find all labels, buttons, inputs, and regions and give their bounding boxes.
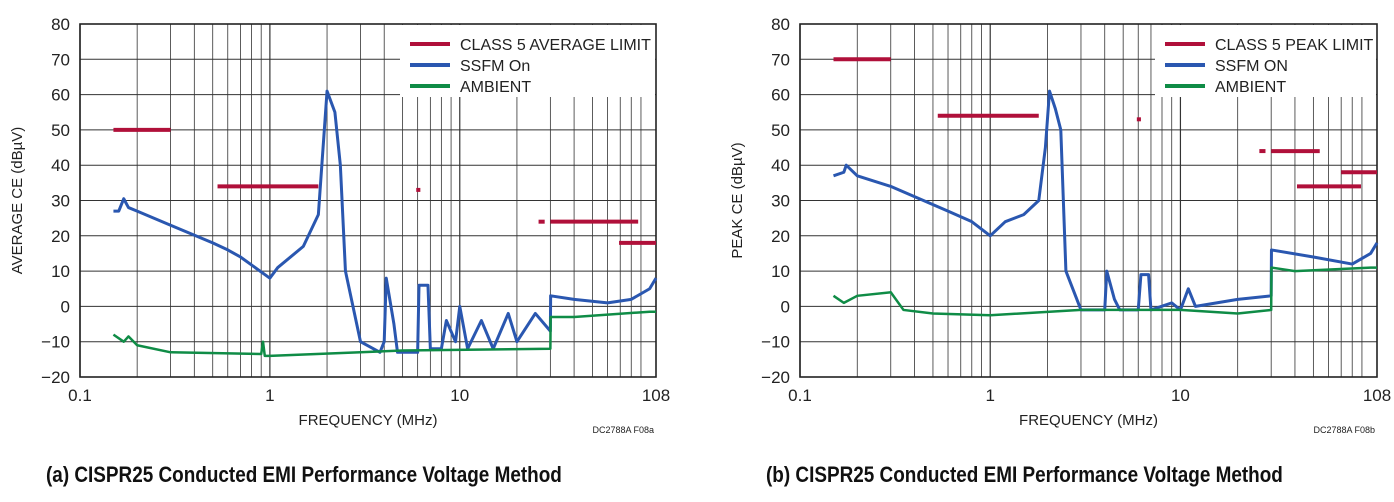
y-tick-label: 70 <box>51 50 70 69</box>
y-tick-label: 50 <box>51 121 70 140</box>
legend-label: SSFM ON <box>1215 58 1288 75</box>
ssfm-series-line <box>833 89 1379 312</box>
caption-b: (b) CISPR25 Conducted EMI Performance Vo… <box>766 462 1283 487</box>
y-tick-label: 0 <box>61 297 70 316</box>
y-tick-label: 20 <box>771 227 790 246</box>
plot-frame <box>79 23 657 378</box>
legend-label: AMBIENT <box>1215 79 1286 96</box>
y-tick-label: −10 <box>761 333 790 352</box>
y-tick-label: 80 <box>51 15 70 34</box>
x-tick-label: 1 <box>985 386 994 405</box>
y-tick-label: −10 <box>41 333 70 352</box>
x-tick-label: 0.1 <box>68 386 92 405</box>
y-tick-label: 10 <box>51 262 70 281</box>
y-axis-label: PEAK CE (dBµV) <box>729 142 746 258</box>
x-tick-label: 1 <box>265 386 274 405</box>
y-tick-label: 40 <box>51 156 70 175</box>
y-tick-label: 80 <box>771 15 790 34</box>
ambient-series-line <box>112 310 656 358</box>
plot-frame <box>799 23 1378 378</box>
y-tick-label: 70 <box>771 50 790 69</box>
figure-note: DC2788A F08b <box>1313 425 1375 435</box>
y-tick-label: 50 <box>771 121 790 140</box>
x-axis-label: FREQUENCY (MHz) <box>299 412 438 429</box>
ssfm-series-line <box>113 89 658 354</box>
x-tick-label: 108 <box>642 386 670 405</box>
y-tick-label: −20 <box>761 368 790 387</box>
figure-note: DC2788A F08a <box>592 425 654 435</box>
y-tick-label: −20 <box>41 368 70 387</box>
y-tick-label: 0 <box>781 297 790 316</box>
x-tick-label: 108 <box>1363 386 1391 405</box>
y-tick-label: 20 <box>51 227 70 246</box>
x-tick-label: 10 <box>1171 386 1190 405</box>
y-axis-label: AVERAGE CE (dBµV) <box>9 127 26 275</box>
caption-a: (a) CISPR25 Conducted EMI Performance Vo… <box>46 462 562 487</box>
x-axis-label: FREQUENCY (MHz) <box>1019 412 1158 429</box>
y-tick-label: 30 <box>771 192 790 211</box>
y-tick-label: 40 <box>771 156 790 175</box>
x-tick-label: 0.1 <box>788 386 812 405</box>
legend-label: SSFM On <box>460 58 530 75</box>
x-tick-label: 10 <box>450 386 469 405</box>
legend-label: CLASS 5 PEAK LIMIT <box>1215 37 1374 54</box>
ambient-series-line <box>832 266 1377 317</box>
legend-label: AMBIENT <box>460 79 531 96</box>
y-tick-label: 30 <box>51 192 70 211</box>
legend-label: CLASS 5 AVERAGE LIMIT <box>460 37 651 54</box>
y-tick-label: 60 <box>771 86 790 105</box>
y-tick-label: 10 <box>771 262 790 281</box>
y-tick-label: 60 <box>51 86 70 105</box>
